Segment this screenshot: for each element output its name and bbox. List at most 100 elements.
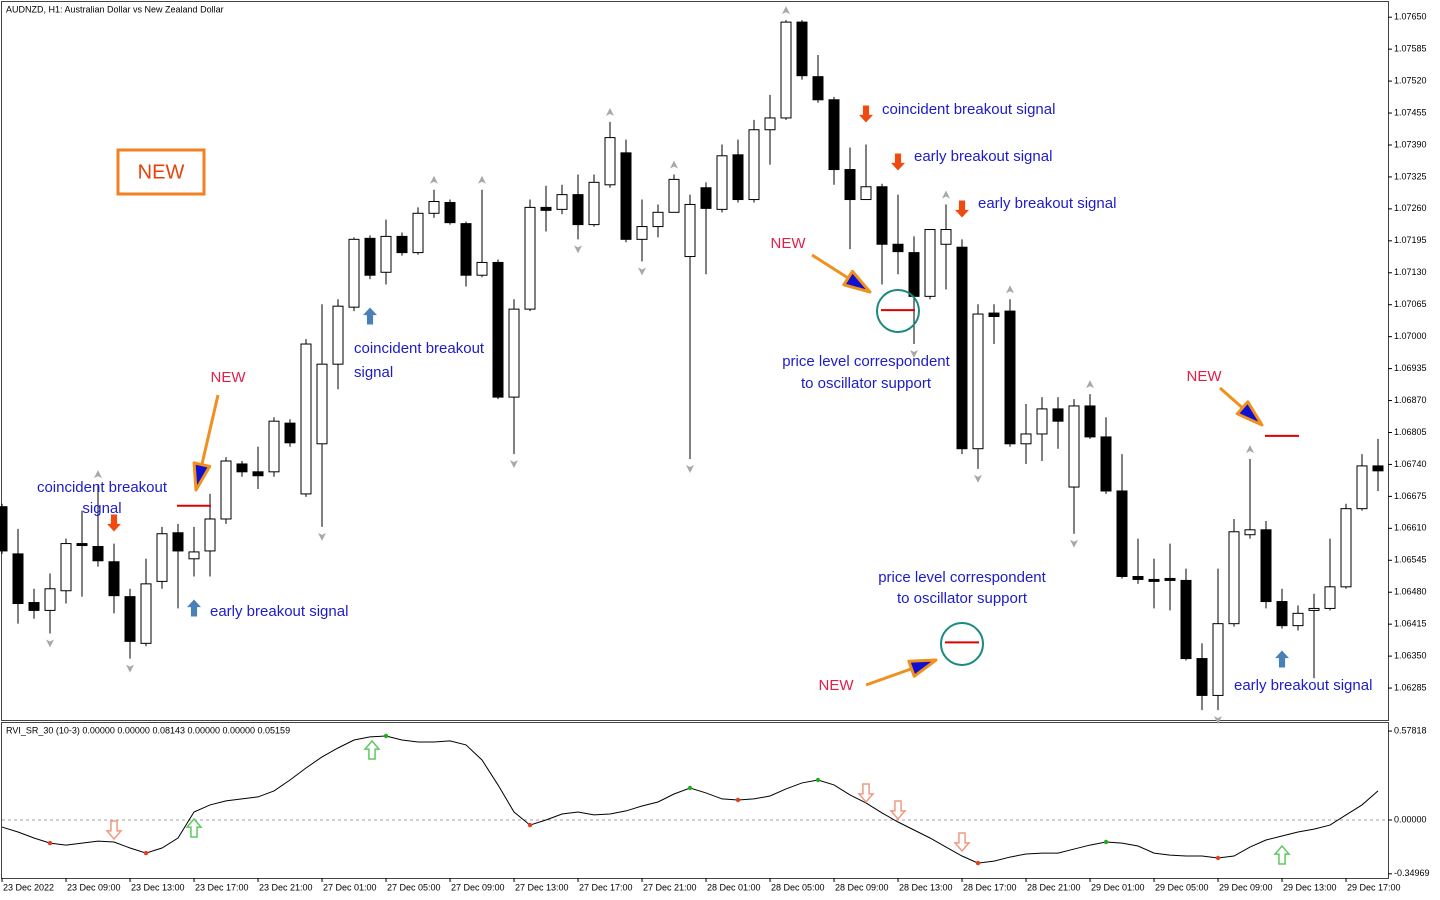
annotation: price level correspondent bbox=[878, 569, 1046, 586]
candle-body bbox=[988, 312, 1000, 318]
candle-body bbox=[44, 588, 56, 611]
pointer-head bbox=[192, 461, 212, 492]
x-tick-label: 27 Dec 17:00 bbox=[579, 882, 633, 892]
candle-body bbox=[204, 518, 216, 552]
x-tick-label: 28 Dec 09:00 bbox=[835, 882, 889, 892]
candle-body bbox=[1100, 436, 1112, 492]
y-tick-label: 1.06870 bbox=[1394, 395, 1427, 405]
candle-body bbox=[92, 546, 104, 562]
osc-down-arrow bbox=[105, 820, 123, 841]
candle-body bbox=[236, 463, 248, 473]
fractal-down bbox=[46, 639, 54, 648]
annotation: signal bbox=[82, 500, 121, 517]
resistance-dot bbox=[383, 733, 389, 739]
candle-body bbox=[1324, 586, 1336, 609]
annotation: to oscillator support bbox=[897, 590, 1028, 607]
candle-body bbox=[892, 243, 904, 253]
y-tick-label: 1.06350 bbox=[1394, 650, 1427, 660]
support-dot bbox=[143, 850, 149, 856]
candle-body bbox=[268, 420, 280, 473]
candle-body bbox=[636, 226, 648, 240]
new-label: NEW bbox=[211, 369, 247, 386]
annotation: signal bbox=[354, 364, 393, 381]
osc-down-arrow bbox=[857, 783, 875, 804]
candle-body bbox=[428, 201, 440, 214]
highlight-circle bbox=[876, 289, 920, 333]
osc-up-arrow bbox=[185, 817, 203, 838]
candle-body bbox=[876, 186, 888, 245]
fractal-down bbox=[510, 460, 518, 469]
x-tick-label: 27 Dec 21:00 bbox=[643, 882, 697, 892]
y-tick-label: 1.07130 bbox=[1394, 267, 1427, 277]
x-tick-label: 29 Dec 13:00 bbox=[1283, 882, 1337, 892]
badge-box bbox=[116, 148, 206, 196]
fractal-down bbox=[1214, 716, 1222, 725]
buy-signal-arrow bbox=[1275, 650, 1289, 668]
chart-title: AUDNZD, H1: Australian Dollar vs New Zea… bbox=[6, 4, 224, 14]
x-tick-label: 29 Dec 09:00 bbox=[1219, 882, 1273, 892]
x-tick-label: 27 Dec 05:00 bbox=[387, 882, 441, 892]
y2-tick-label: 0.00000 bbox=[1394, 814, 1427, 824]
x-tick-label: 23 Dec 17:00 bbox=[195, 882, 249, 892]
candle-body bbox=[1132, 575, 1144, 580]
osc-up-arrow bbox=[363, 739, 381, 760]
candle-body bbox=[732, 154, 744, 201]
x-tick-label: 23 Dec 21:00 bbox=[259, 882, 313, 892]
y-tick-label: 1.06740 bbox=[1394, 459, 1427, 469]
pointer-head bbox=[842, 269, 872, 294]
y-tick-label: 1.06480 bbox=[1394, 587, 1427, 597]
support-dot bbox=[1215, 855, 1221, 861]
fractal-up bbox=[1246, 445, 1254, 454]
sell-signal-arrow bbox=[891, 153, 905, 171]
candle-body bbox=[140, 583, 152, 644]
candle-body bbox=[316, 363, 328, 445]
fractal-up bbox=[430, 175, 438, 184]
candle-body bbox=[700, 187, 712, 209]
fractal-up bbox=[94, 470, 102, 479]
candle-body bbox=[0, 506, 8, 552]
candle-body bbox=[540, 206, 552, 211]
candle-body bbox=[1308, 607, 1320, 611]
candle-body bbox=[76, 543, 88, 547]
x-tick-label: 28 Dec 13:00 bbox=[899, 882, 953, 892]
fractal-up bbox=[782, 6, 790, 15]
candle-body bbox=[1292, 612, 1304, 627]
x-tick-label: 23 Dec 13:00 bbox=[131, 882, 185, 892]
pointer-shaft bbox=[200, 394, 220, 466]
fractal-up bbox=[942, 190, 950, 199]
osc-up-arrow bbox=[1273, 844, 1291, 865]
fractal-down bbox=[1070, 539, 1078, 548]
new-badge: NEW bbox=[116, 148, 206, 196]
x-tick-label: 28 Dec 17:00 bbox=[963, 882, 1017, 892]
candle-body bbox=[524, 206, 536, 310]
y-tick-label: 1.07260 bbox=[1394, 203, 1427, 213]
pointer-head bbox=[907, 658, 938, 678]
candle-body bbox=[1020, 433, 1032, 445]
resistance-dot bbox=[1103, 839, 1109, 845]
y-tick-label: 1.06805 bbox=[1394, 427, 1427, 437]
y-tick-label: 1.07585 bbox=[1394, 44, 1427, 54]
candle-body bbox=[348, 238, 360, 308]
new-label: NEW bbox=[819, 677, 855, 694]
pointer-head bbox=[1235, 400, 1264, 427]
pointer-shaft bbox=[811, 253, 849, 280]
y-tick-label: 1.07195 bbox=[1394, 235, 1427, 245]
x-tick-label: 28 Dec 01:00 bbox=[707, 882, 761, 892]
candle-body bbox=[1244, 529, 1256, 536]
fractal-down bbox=[974, 474, 982, 483]
x-tick-label: 29 Dec 01:00 bbox=[1091, 882, 1145, 892]
main-panel-frame bbox=[1, 1, 1389, 721]
annotation: early breakout signal bbox=[914, 148, 1052, 165]
annotation: price level correspondent bbox=[782, 353, 950, 370]
y-tick-label: 1.06675 bbox=[1394, 491, 1427, 501]
fractal-up bbox=[670, 160, 678, 169]
candle-body bbox=[188, 551, 200, 560]
y2-tick-label: -0.34969 bbox=[1394, 868, 1430, 878]
candle-body bbox=[12, 553, 24, 605]
fractal-down bbox=[126, 664, 134, 673]
candle-body bbox=[60, 543, 72, 592]
x-tick-label: 23 Dec 2022 bbox=[3, 882, 54, 892]
new-label: NEW bbox=[1187, 368, 1223, 385]
candle-body bbox=[844, 169, 856, 201]
